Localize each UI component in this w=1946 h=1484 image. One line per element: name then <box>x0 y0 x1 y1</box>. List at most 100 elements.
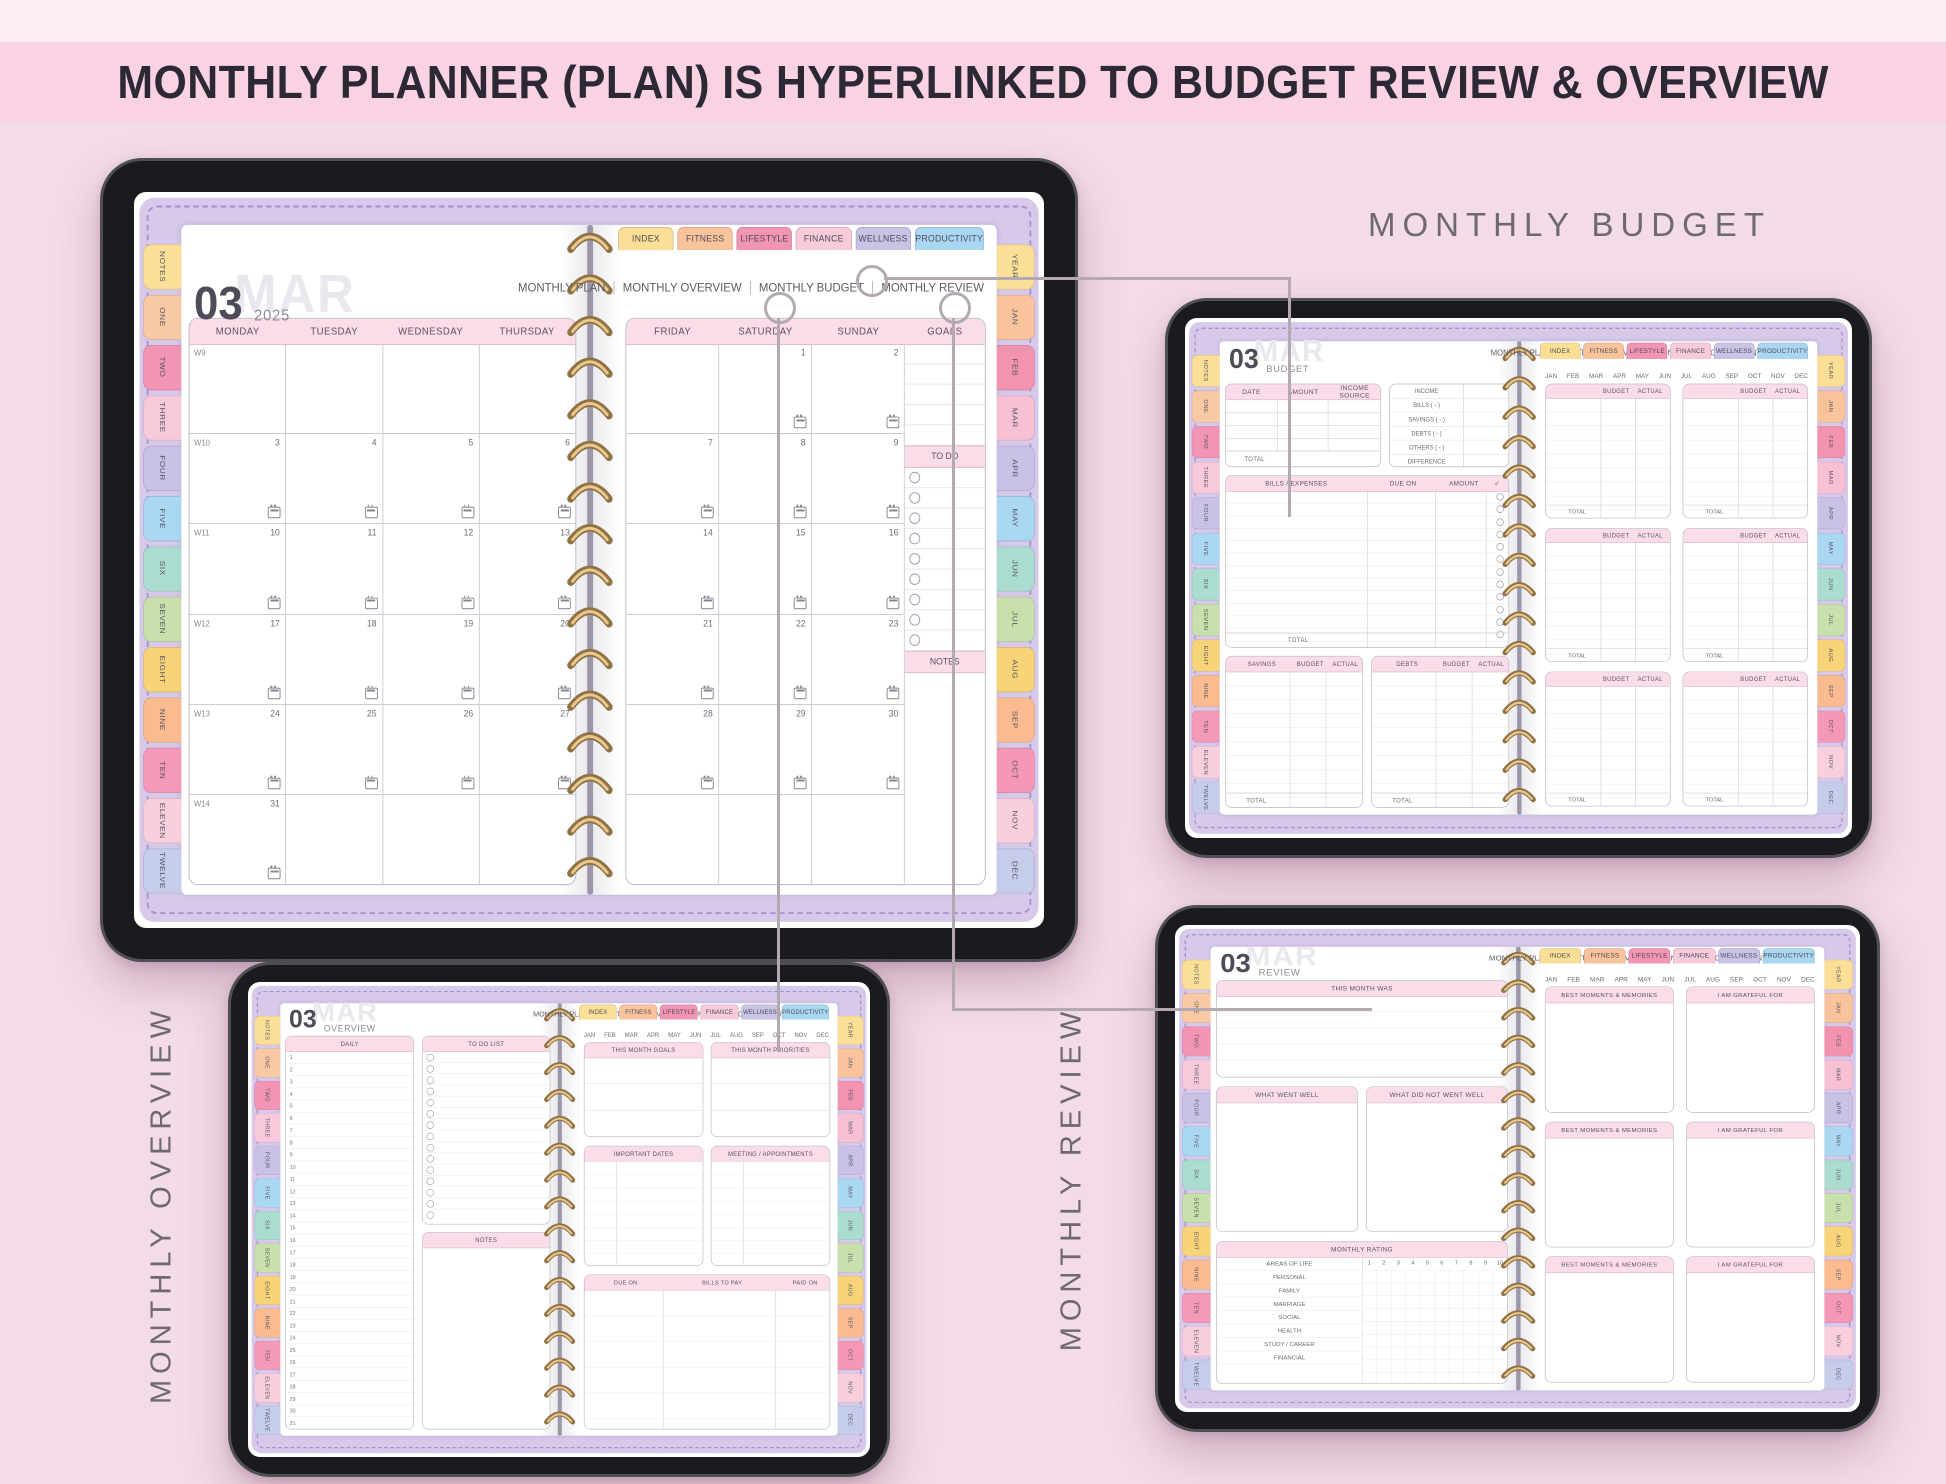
calendar-day-cell[interactable] <box>626 344 718 433</box>
month-tab[interactable]: JAN <box>1817 390 1846 423</box>
top-tab[interactable]: FINANCE <box>795 226 852 251</box>
daily-row[interactable]: 3 <box>285 1076 414 1088</box>
side-tab[interactable]: EIGHT <box>1191 639 1220 672</box>
month-link[interactable]: SEP <box>751 1032 764 1039</box>
daily-row[interactable]: 9 <box>285 1149 414 1162</box>
nav-link[interactable]: MONTHLY OVERVIEW <box>613 281 742 295</box>
calendar-icon[interactable] <box>461 595 475 609</box>
side-tab[interactable]: THREE <box>1181 1059 1211 1090</box>
important-dates-box[interactable]: IMPORTANT DATES <box>583 1145 704 1266</box>
calendar-day-cell[interactable]: 15 <box>718 524 811 614</box>
debts-table[interactable]: DEBTS BUDGET ACTUAL TOTAL <box>1371 655 1510 808</box>
month-tab[interactable]: AUG <box>1817 639 1846 672</box>
side-tab[interactable]: ONE <box>143 294 182 340</box>
month-tab[interactable]: JAN <box>1824 992 1854 1023</box>
calendar-day-cell[interactable]: 5 <box>381 434 479 524</box>
top-tab[interactable]: PRODUCTIVITY <box>1762 948 1815 964</box>
daily-row[interactable]: 7 <box>285 1125 414 1137</box>
calendar-day-cell[interactable]: 8 <box>718 434 811 524</box>
daily-row[interactable]: 5 <box>285 1100 414 1113</box>
top-tab[interactable]: FINANCE <box>1670 342 1711 360</box>
month-link[interactable]: MAR <box>624 1032 638 1039</box>
month-tab[interactable]: APR <box>996 445 1035 491</box>
daily-row[interactable]: 20 <box>285 1283 414 1296</box>
daily-row[interactable]: 15 <box>285 1222 414 1235</box>
top-tab[interactable]: PRODUCTIVITY <box>1757 342 1808 360</box>
month-tab[interactable]: NOV <box>837 1373 864 1403</box>
calendar-icon[interactable] <box>700 595 714 609</box>
calendar-icon[interactable] <box>558 504 571 519</box>
side-tab[interactable]: TEN <box>1191 710 1220 743</box>
daily-row[interactable]: 23 <box>285 1320 414 1332</box>
month-tab[interactable]: MAR <box>837 1113 864 1143</box>
nav-link[interactable]: MONTHLY PLAN <box>518 281 606 295</box>
side-tab[interactable]: NINE <box>254 1308 281 1338</box>
calendar-icon[interactable] <box>793 685 807 699</box>
calendar-icon[interactable] <box>886 775 900 790</box>
daily-row[interactable]: 29 <box>285 1393 414 1406</box>
month-link[interactable]: JAN <box>583 1032 596 1039</box>
calendar-day-cell[interactable]: 23 <box>811 614 904 704</box>
month-tab[interactable]: MAR <box>1824 1059 1854 1090</box>
side-tab[interactable]: SEVEN <box>1191 603 1220 636</box>
daily-row[interactable]: 4 <box>285 1088 414 1101</box>
top-tab[interactable]: INDEX <box>1539 342 1581 360</box>
side-tab[interactable]: ELEVEN <box>1191 746 1220 778</box>
side-tab[interactable]: NINE <box>1181 1259 1211 1290</box>
top-tab[interactable]: INDEX <box>1539 948 1582 964</box>
month-link[interactable]: JUL <box>710 1032 721 1039</box>
month-tab[interactable]: SEP <box>1824 1259 1854 1290</box>
calendar-icon[interactable] <box>886 685 900 699</box>
month-tab[interactable]: JUL <box>1817 603 1846 636</box>
daily-log[interactable]: DAILY 1 2 3 4 5 6 7 8 9 10 11 12 13 14 15 16 17 18 19 20 21 2… <box>285 1035 415 1430</box>
month-link[interactable]: AUG <box>1705 976 1720 984</box>
month-link[interactable]: JAN <box>1544 976 1558 984</box>
top-tab[interactable]: WELLNESS <box>740 1004 780 1020</box>
top-tab[interactable]: LIFESTYLE <box>1628 948 1671 964</box>
calendar-icon[interactable] <box>700 685 714 699</box>
month-tab[interactable]: MAY <box>1817 532 1846 565</box>
month-tab[interactable]: JUN <box>1817 568 1846 601</box>
calendar-day-cell[interactable]: 29 <box>718 704 811 794</box>
category-budget-box[interactable]: BUDGET ACTUAL TOTAL <box>1545 527 1671 663</box>
month-tab[interactable]: DEC <box>837 1405 864 1435</box>
month-tab[interactable]: YEAR <box>996 244 1035 290</box>
month-tab[interactable]: JUN <box>837 1210 864 1240</box>
month-link[interactable]: MAY <box>668 1032 681 1039</box>
daily-row[interactable]: 11 <box>285 1173 414 1186</box>
calendar-day-cell[interactable]: 28 <box>626 705 718 794</box>
calendar-day-cell[interactable]: W9 <box>190 344 286 433</box>
daily-row[interactable]: 28 <box>285 1381 414 1393</box>
calendar-icon[interactable] <box>461 775 475 790</box>
month-tab[interactable]: MAY <box>837 1178 864 1208</box>
calendar-icon[interactable] <box>267 504 281 519</box>
month-link[interactable]: NOV <box>794 1032 808 1039</box>
calendar-icon[interactable] <box>793 414 807 429</box>
month-tab[interactable]: MAY <box>1824 1126 1854 1157</box>
month-tab[interactable]: YEAR <box>1817 354 1846 387</box>
month-tab[interactable]: DEC <box>996 848 1035 894</box>
month-tab[interactable]: OCT <box>1817 710 1846 743</box>
calendar-day-cell[interactable]: 6 <box>478 434 576 524</box>
calendar-day-cell[interactable] <box>718 794 811 885</box>
calendar-icon[interactable] <box>700 775 714 790</box>
calendar-day-cell[interactable]: 21 <box>626 615 718 704</box>
month-link[interactable]: MAR <box>1589 372 1604 381</box>
month-priorities-box[interactable]: THIS MONTH PRIORITIES <box>710 1042 831 1137</box>
side-tab[interactable]: SEVEN <box>143 596 182 642</box>
best-moments-box[interactable]: BEST MOMENTS & MEMORIES <box>1544 1256 1674 1383</box>
daily-row[interactable]: 13 <box>285 1198 414 1210</box>
side-tab[interactable]: FIVE <box>143 495 182 541</box>
month-link[interactable]: OCT <box>1753 976 1767 984</box>
side-tab[interactable]: NOTES <box>1191 354 1220 387</box>
calendar-day-cell[interactable]: 2 <box>811 343 904 434</box>
not-well-box[interactable]: WHAT DID NOT WENT WELL <box>1366 1086 1508 1233</box>
side-tab[interactable]: EIGHT <box>254 1275 281 1305</box>
daily-row[interactable]: 24 <box>285 1332 414 1345</box>
bills-to-pay-box[interactable]: DUE ON BILLS TO PAY PAID ON <box>583 1274 831 1430</box>
category-budget-box[interactable]: BUDGET ACTUAL TOTAL <box>1682 527 1808 663</box>
month-link[interactable]: JUN <box>1658 372 1672 381</box>
best-moments-box[interactable]: BEST MOMENTS & MEMORIES <box>1544 986 1674 1113</box>
month-tab[interactable]: NOV <box>996 797 1035 843</box>
top-tab[interactable]: INDEX <box>618 226 674 251</box>
